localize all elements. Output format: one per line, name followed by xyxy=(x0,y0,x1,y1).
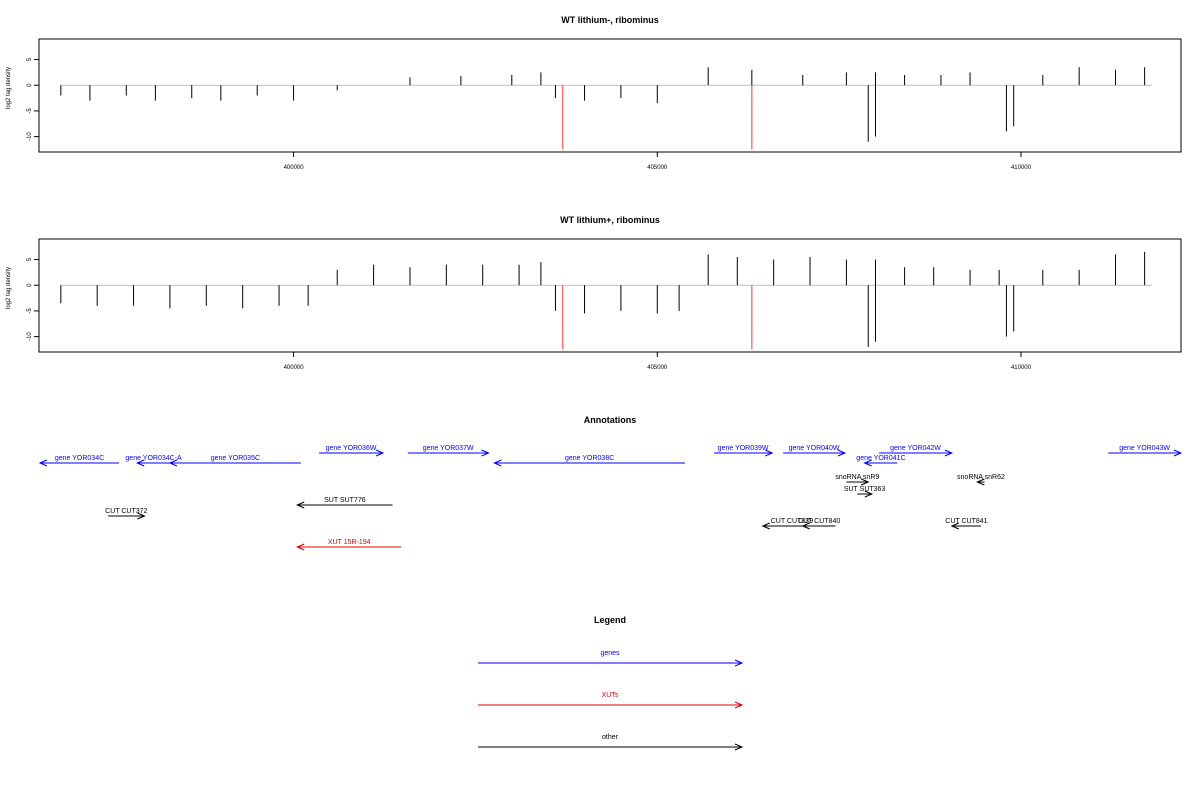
annotation-gene-yor042w: gene YOR042W xyxy=(879,445,954,457)
y-tick-label: -5 xyxy=(27,108,33,114)
svg-text:gene YOR034C-A: gene YOR034C-A xyxy=(125,455,182,462)
svg-text:gene YOR035C: gene YOR035C xyxy=(211,455,260,462)
y-tick-label: 0 xyxy=(27,83,33,87)
annotation-sut-sut363: SUT SUT363 xyxy=(844,486,886,498)
x-tick-label: 405000 xyxy=(647,365,668,371)
panel-lithium-plus: WT lithium+, ribominus 5 0 -5 -10 log2 tag … xyxy=(6,215,1182,371)
svg-text:CUT CUT841: CUT CUT841 xyxy=(945,518,987,525)
svg-text:gene YOR036W: gene YOR036W xyxy=(326,445,377,452)
annotation-gene-yor040w: gene YOR040W xyxy=(783,445,847,457)
y-tick-label: -5 xyxy=(27,308,33,314)
svg-text:CUT CUT839: CUT CUT839 xyxy=(771,518,813,525)
x-tick-label: 400000 xyxy=(284,165,305,171)
svg-text:gene YOR040W: gene YOR040W xyxy=(789,445,840,452)
panel-1-x-axis: 400000 405000 410000 xyxy=(284,152,1032,171)
panel-2-y-axis: 5 0 -5 -10 xyxy=(27,257,39,341)
svg-text:CUT CUT372: CUT CUT372 xyxy=(105,508,147,515)
panel-2-frame xyxy=(38,238,1182,353)
panel-1-title: WT lithium-, ribominus xyxy=(561,15,659,25)
svg-text:XUTs: XUTs xyxy=(602,692,619,699)
y-tick-label: -10 xyxy=(27,332,33,341)
legend-title: Legend xyxy=(594,615,626,625)
annotation-gene-yor036w: gene YOR036W xyxy=(319,445,385,457)
annotation-cut-cut841: CUT CUT841 xyxy=(945,518,988,530)
svg-text:gene YOR039W: gene YOR039W xyxy=(718,445,769,452)
annotation-xut-15r-194: XUT 15R-194 xyxy=(295,539,402,551)
annotation-snorna-snr62: snoRNA snR62 xyxy=(957,474,1005,486)
annotation-sut-sut776: SUT SUT776 xyxy=(295,497,393,509)
svg-text:genes: genes xyxy=(600,650,620,657)
annotation-gene-yor034c-a: gene YOR034C-A xyxy=(125,455,182,467)
y-tick-label: -10 xyxy=(27,132,33,141)
svg-text:gene YOR038C: gene YOR038C xyxy=(565,455,614,462)
svg-text:snoRNA snR62: snoRNA snR62 xyxy=(957,474,1005,481)
panel-2-x-axis: 400000 405000 410000 xyxy=(284,352,1032,371)
panel-2-ylabel: log2 tag density xyxy=(6,267,12,309)
annotations-title: Annotations xyxy=(584,415,637,425)
annotation-gene-yor037w: gene YOR037W xyxy=(407,445,490,457)
x-tick-label: 410000 xyxy=(1011,365,1032,371)
legend-item-other: other xyxy=(478,734,744,751)
svg-text:other: other xyxy=(602,734,619,741)
panel-2-title: WT lithium+, ribominus xyxy=(560,215,660,225)
svg-text:snoRNA snR9: snoRNA snR9 xyxy=(835,474,879,481)
y-tick-label: 5 xyxy=(27,57,33,61)
legend-item-xuts: XUTs xyxy=(478,692,744,709)
legend: Legend genes XUTs other xyxy=(478,615,744,751)
annotation-gene-yor039w: gene YOR039W xyxy=(714,445,774,457)
annotation-gene-yor041c: gene YOR041C xyxy=(856,455,906,467)
annotation-items: gene YOR034C gene YOR034C-A gene YOR035C ge… xyxy=(38,445,1183,551)
annotation-gene-yor035c: gene YOR035C xyxy=(168,455,301,467)
y-tick-label: 5 xyxy=(27,257,33,261)
svg-text:CUT CUT840: CUT CUT840 xyxy=(798,518,840,525)
annotation-cut-cut372: CUT CUT372 xyxy=(105,508,148,520)
panel-lithium-minus: WT lithium-, ribominus 5 0 -5 -10 log2 tag … xyxy=(6,15,1182,171)
annotation-cut-cut840: CUT CUT840 xyxy=(798,518,840,530)
svg-text:SUT SUT776: SUT SUT776 xyxy=(324,497,366,504)
svg-text:SUT SUT363: SUT SUT363 xyxy=(844,486,886,493)
panel-1-y-axis: 5 0 -5 -10 xyxy=(27,57,39,141)
legend-item-genes: genes xyxy=(478,650,744,667)
annotation-gene-yor034c: gene YOR034C xyxy=(38,455,120,467)
svg-text:gene YOR037W: gene YOR037W xyxy=(423,445,474,452)
panel-2-bars xyxy=(60,251,1152,350)
annotation-gene-yor038c: gene YOR038C xyxy=(493,455,685,467)
panel-1-bars xyxy=(60,67,1152,150)
legend-items: genes XUTs other xyxy=(478,650,744,751)
x-tick-label: 405000 xyxy=(647,165,668,171)
annotations-panel: Annotations gene YOR034C gene YOR034C-A ge… xyxy=(38,415,1183,551)
svg-text:gene YOR041C: gene YOR041C xyxy=(856,455,905,462)
x-tick-label: 410000 xyxy=(1011,165,1032,171)
panel-1-frame xyxy=(38,38,1182,153)
svg-text:gene YOR042W: gene YOR042W xyxy=(890,445,941,452)
x-tick-label: 400000 xyxy=(284,365,305,371)
panel-1-ylabel: log2 tag density xyxy=(6,67,12,109)
annotation-snorna-snr9: snoRNA snR9 xyxy=(835,474,879,486)
svg-text:XUT 15R-194: XUT 15R-194 xyxy=(328,539,371,546)
annotation-gene-yor043w: gene YOR043W xyxy=(1108,445,1183,457)
svg-text:gene YOR034C: gene YOR034C xyxy=(55,455,104,462)
svg-text:gene YOR043W: gene YOR043W xyxy=(1119,445,1170,452)
y-tick-label: 0 xyxy=(27,283,33,287)
